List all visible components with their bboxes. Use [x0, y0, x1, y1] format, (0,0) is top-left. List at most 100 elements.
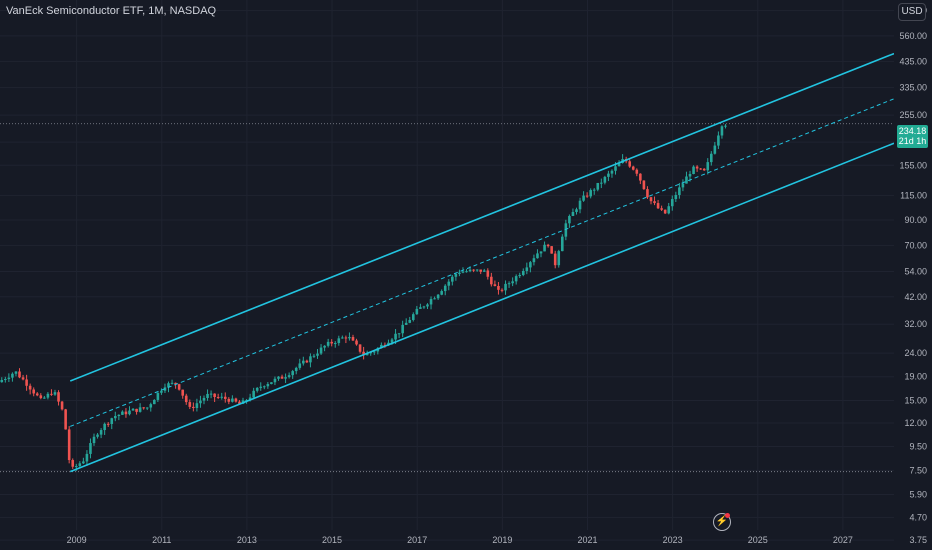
price-scale-panel[interactable] — [894, 0, 932, 550]
candle-body — [11, 373, 14, 378]
candle-body — [709, 153, 713, 163]
candle-body — [117, 414, 121, 417]
time-tick-label: 2015 — [322, 535, 342, 545]
candle-body — [706, 162, 710, 171]
candle-body — [468, 269, 472, 272]
price-tick-label: 560.00 — [899, 31, 927, 41]
candle-body — [422, 306, 426, 308]
candle-body — [252, 390, 255, 398]
channel-lower-line — [69, 142, 895, 473]
candle-body — [316, 353, 319, 356]
price-tick-label: 15.00 — [904, 396, 927, 406]
candle-body — [199, 400, 202, 404]
candle-body — [490, 276, 493, 285]
candle-body — [302, 360, 305, 364]
candle-body — [64, 409, 67, 430]
candle-body — [156, 392, 160, 400]
candle-body — [507, 283, 511, 285]
time-tick-label: 2021 — [577, 535, 597, 545]
candle-body — [614, 166, 617, 171]
candle-body — [465, 271, 468, 273]
candle-body — [582, 195, 585, 201]
candle-body — [660, 208, 663, 210]
candle-body — [372, 351, 376, 353]
candle-body — [646, 189, 649, 198]
price-tick-label: 7.50 — [909, 465, 927, 475]
candle-body — [57, 392, 60, 402]
candle-body — [213, 393, 216, 398]
candle-body — [209, 393, 213, 395]
candle-body — [223, 396, 227, 399]
price-tick-label: 335.00 — [899, 83, 927, 93]
candle-body — [85, 453, 89, 462]
candle-body — [642, 180, 646, 190]
candle-body — [326, 341, 330, 346]
candle-body — [195, 403, 199, 408]
candle-body — [408, 319, 412, 323]
price-tick-label: 3.75 — [909, 535, 927, 545]
candle-body — [0, 379, 4, 383]
candle-body — [394, 333, 397, 340]
candle-body — [497, 285, 500, 290]
candle-body — [458, 272, 461, 274]
candle-body — [521, 270, 525, 275]
candle-body — [401, 324, 404, 334]
candle-body — [284, 377, 287, 379]
candle-body — [287, 375, 291, 378]
candle-body — [50, 393, 53, 395]
candle-body — [380, 344, 383, 349]
candle-body — [312, 355, 316, 357]
candle-body — [53, 392, 57, 395]
candle-body — [504, 283, 507, 291]
candle-body — [344, 337, 348, 339]
candle-body — [362, 351, 365, 356]
candle-body — [206, 393, 209, 398]
candle-body — [560, 236, 564, 252]
time-axis[interactable]: 2009 2011 2013 2015 2017 2019 2021 2023 2025 2027 — [67, 535, 853, 545]
candle-body — [649, 197, 653, 202]
candle-body — [170, 382, 174, 384]
candle-body — [688, 173, 692, 177]
channel-lines[interactable] — [69, 52, 895, 473]
time-tick-label: 2027 — [833, 535, 853, 545]
candle-body — [592, 189, 596, 191]
candle-body — [131, 408, 135, 411]
candle-body — [600, 182, 603, 184]
candle-body — [28, 385, 32, 390]
candle-body — [39, 395, 43, 399]
candle-body — [266, 384, 270, 387]
candle-body — [270, 382, 273, 385]
candle-body — [653, 201, 656, 204]
candle-body — [67, 429, 71, 461]
candle-body — [681, 183, 685, 188]
candle-body — [443, 285, 447, 292]
candle-body — [188, 402, 192, 407]
candle-body — [568, 215, 571, 224]
candle-body — [589, 190, 592, 197]
candle-body — [82, 461, 85, 464]
candle-body — [369, 352, 373, 354]
candle-body — [546, 244, 550, 247]
candle-body — [575, 209, 578, 212]
candle-body — [92, 436, 96, 444]
candle-body — [529, 262, 532, 268]
candle-body — [571, 211, 575, 216]
candle-body — [557, 251, 561, 266]
candle-body — [475, 269, 479, 271]
candle-body — [678, 187, 681, 195]
candle-body — [181, 389, 185, 396]
candle-body — [355, 340, 358, 345]
candle-body — [564, 223, 568, 237]
lightning-alert-icon[interactable]: ⚡ — [713, 513, 731, 531]
candle-body — [429, 299, 433, 305]
candle-body — [216, 397, 220, 399]
candle-body — [550, 246, 553, 254]
candle-body — [319, 347, 323, 354]
candle-body — [713, 145, 717, 154]
currency-button[interactable]: USD — [898, 3, 926, 21]
candle-body — [440, 291, 443, 295]
price-tick-label: 54.00 — [904, 266, 927, 276]
candle-body — [262, 386, 266, 388]
